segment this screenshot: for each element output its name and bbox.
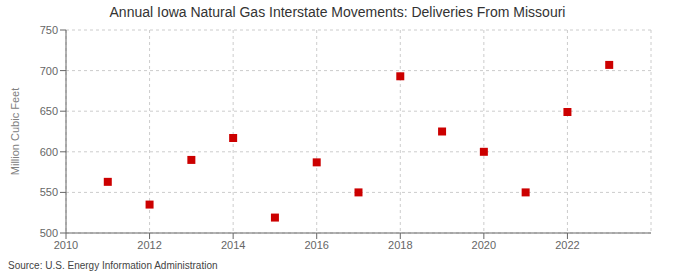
svg-text:Million Cubic Feet: Million Cubic Feet — [9, 88, 21, 175]
svg-text:650: 650 — [40, 105, 58, 117]
svg-text:700: 700 — [40, 65, 58, 77]
svg-text:2018: 2018 — [388, 239, 412, 251]
svg-text:2020: 2020 — [472, 239, 496, 251]
svg-text:2022: 2022 — [555, 239, 579, 251]
svg-text:2012: 2012 — [137, 239, 161, 251]
svg-text:500: 500 — [40, 227, 58, 239]
svg-text:750: 750 — [40, 24, 58, 36]
svg-text:2016: 2016 — [304, 239, 328, 251]
svg-text:2014: 2014 — [221, 239, 245, 251]
html-text:Source: U.S. Energy Informatio: Source: U.S. Energy Information Administ… — [8, 260, 218, 271]
svg-text:2010: 2010 — [54, 239, 78, 251]
svg-text:550: 550 — [40, 186, 58, 198]
svg-text:600: 600 — [40, 146, 58, 158]
html-text:Annual Iowa Natural Gas Inters: Annual Iowa Natural Gas Interstate Movem… — [109, 4, 566, 20]
